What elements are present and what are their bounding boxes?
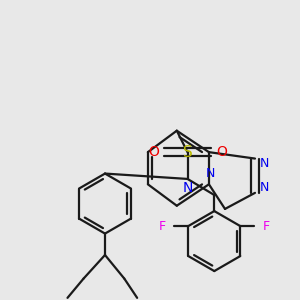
Text: N: N [260,181,269,194]
Text: F: F [159,220,166,232]
Text: F: F [262,220,269,232]
Text: O: O [216,145,227,159]
Text: N: N [260,158,269,170]
Text: N: N [182,181,193,194]
Text: S: S [183,145,192,160]
Text: N: N [205,167,215,180]
Text: O: O [148,145,159,159]
